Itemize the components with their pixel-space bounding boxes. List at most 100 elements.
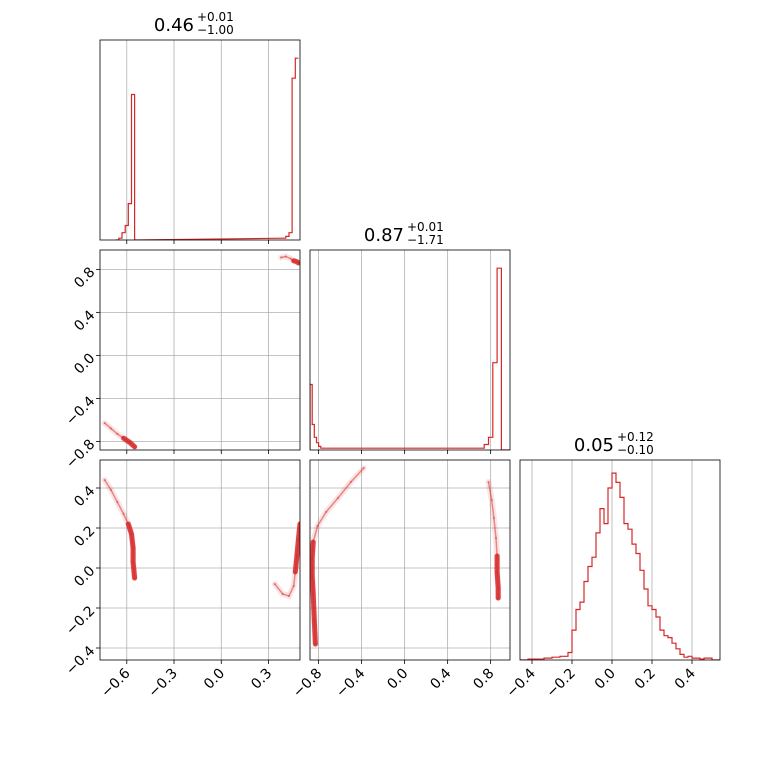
scatter-point: [109, 427, 113, 430]
panel-frame: [99, 459, 301, 661]
scatter-point: [289, 257, 292, 260]
density-contour: [274, 523, 300, 597]
x-tick-label: 0.2: [632, 666, 659, 693]
scatter-point: [295, 554, 299, 558]
scatter-point: [122, 512, 125, 516]
y-tick-label: 0.0: [71, 563, 98, 590]
data-layer: [101, 57, 720, 660]
scatter-point: [490, 498, 493, 502]
x-tick-label: 0.8: [470, 666, 497, 693]
x-tick-label: 0.3: [248, 666, 275, 693]
scatter-point: [497, 596, 500, 600]
y-tick-label: 0.4: [71, 483, 98, 510]
scatter-point: [324, 510, 328, 514]
x-tick-label: 0.0: [201, 666, 228, 693]
x-tick-label: 0.0: [592, 666, 619, 693]
density-contour: [103, 422, 136, 448]
panel-frame: [99, 39, 301, 241]
y-tick-label: 0.4: [71, 307, 98, 334]
scatter-point: [311, 574, 314, 578]
scatter-point: [297, 538, 300, 542]
title-plus-error: +0.01: [407, 220, 444, 234]
scatter-point: [122, 437, 125, 440]
scatter-point: [273, 582, 276, 586]
scatter-point: [279, 256, 283, 259]
scatter-point: [292, 584, 295, 588]
scatter-point: [336, 496, 340, 500]
scatter-point: [116, 500, 119, 504]
scatter-point: [312, 592, 315, 596]
scatter-point: [316, 524, 319, 528]
scatter-point: [284, 255, 287, 258]
scatter-point: [133, 445, 136, 448]
title-minus-error: −1.00: [197, 23, 234, 37]
title-value: 0.87: [364, 225, 404, 246]
x-tick-label: 0.4: [672, 665, 699, 692]
y-tick-label: −0.4: [63, 393, 98, 428]
panel-frame: [99, 249, 301, 451]
title-minus-error: −1.71: [407, 233, 444, 247]
scatter-point: [497, 586, 500, 590]
scatter-point: [487, 480, 490, 484]
y-tick-label: −0.4: [63, 643, 98, 678]
histogram-step-line: [520, 472, 720, 660]
frame-layer: [96, 39, 721, 664]
panel-frame: [309, 249, 511, 451]
scatter-point: [492, 516, 496, 520]
density-contour: [103, 479, 136, 579]
y-tick-label: −0.2: [63, 603, 98, 638]
scatter-point: [287, 594, 291, 598]
x-tick-label: 0.0: [384, 666, 411, 693]
x-tick-label: −0.6: [98, 665, 133, 700]
x-tick-label: −0.2: [543, 666, 578, 701]
scatter-point: [297, 261, 300, 265]
x-tick-label: −0.8: [290, 666, 325, 701]
scatter-point: [103, 421, 106, 425]
x-tick-label: −0.3: [145, 666, 180, 701]
scatter-point: [131, 560, 135, 564]
scatter-point: [312, 540, 315, 544]
scatter-point: [294, 570, 297, 574]
x-tick-label: −0.4: [503, 665, 538, 700]
y-tick-label: −0.8: [63, 436, 98, 471]
scatter-point: [314, 642, 317, 646]
scatter-point: [292, 259, 295, 262]
scatter-point: [495, 554, 499, 558]
title-minus-error: −0.10: [617, 443, 654, 457]
scatter-point: [109, 488, 113, 492]
scatter-point: [130, 532, 133, 536]
y-tick-label: 0.0: [71, 350, 98, 377]
scatter-point: [313, 618, 316, 622]
panel-frame: [309, 459, 511, 661]
panel-frame: [519, 459, 721, 661]
scatter-point: [349, 480, 353, 484]
y-tick-label: 0.8: [71, 264, 98, 291]
title-plus-error: +0.12: [617, 430, 654, 444]
density-contour: [280, 255, 300, 264]
scatter-point: [281, 592, 284, 596]
grid-layer: [100, 40, 693, 660]
title-value: 0.46: [154, 15, 194, 36]
scatter-point: [362, 466, 365, 470]
histogram-step-line: [310, 267, 510, 450]
scatter-point: [131, 546, 135, 550]
scatter-point: [128, 441, 132, 444]
scatter-point: [116, 432, 119, 436]
scatter-point: [295, 260, 299, 263]
scatter-point: [495, 570, 499, 574]
x-tick-label: −0.4: [333, 665, 368, 700]
density-contour: [487, 481, 499, 599]
scatter-point: [127, 522, 130, 526]
y-tick-label: 0.2: [71, 523, 98, 550]
title-value: 0.05: [574, 435, 614, 456]
histogram-step-line: [115, 57, 299, 240]
scatter-point: [311, 556, 314, 560]
x-tick-label: 0.4: [427, 665, 454, 692]
title-plus-error: +0.01: [197, 10, 234, 24]
scatter-point: [103, 478, 106, 482]
density-contour: [311, 467, 365, 645]
scatter-point: [494, 536, 498, 540]
density-halo: [310, 465, 367, 647]
scatter-point: [133, 576, 136, 580]
